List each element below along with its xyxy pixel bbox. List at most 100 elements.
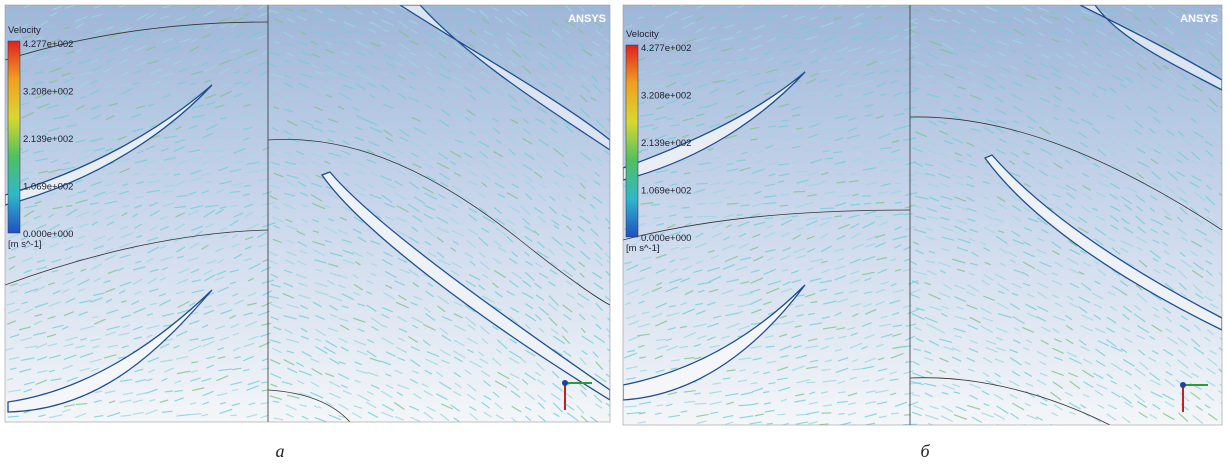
vector xyxy=(591,74,598,82)
vector xyxy=(355,51,366,57)
vector xyxy=(553,169,565,178)
vector xyxy=(352,273,359,279)
vector xyxy=(763,371,770,375)
vector xyxy=(1219,106,1222,109)
vector xyxy=(1082,369,1095,378)
vector xyxy=(256,231,268,239)
vector xyxy=(607,317,610,322)
vector xyxy=(497,371,510,380)
vector xyxy=(369,126,383,133)
vector xyxy=(683,172,691,175)
vector xyxy=(749,246,759,251)
vector xyxy=(323,346,336,355)
vector xyxy=(161,410,173,413)
vector xyxy=(338,40,349,47)
vector xyxy=(796,25,809,32)
vector xyxy=(738,180,751,186)
vector xyxy=(652,426,661,427)
vector xyxy=(538,138,550,147)
vector xyxy=(725,303,734,307)
vector xyxy=(738,357,752,361)
vector xyxy=(219,401,227,405)
vector xyxy=(329,108,339,114)
vector xyxy=(479,261,491,271)
vector xyxy=(522,137,533,145)
vector xyxy=(453,42,464,51)
vector xyxy=(1191,83,1203,92)
vector xyxy=(682,99,695,106)
vector xyxy=(60,114,70,119)
vector xyxy=(697,281,712,286)
vector xyxy=(62,288,70,294)
vector xyxy=(722,263,736,270)
vector xyxy=(47,315,56,320)
vector xyxy=(752,168,765,174)
vector xyxy=(247,170,259,174)
vector xyxy=(62,364,73,370)
vector xyxy=(778,103,790,108)
vector xyxy=(60,12,71,18)
vector xyxy=(284,74,293,79)
vector xyxy=(706,301,716,306)
vector xyxy=(1139,141,1152,151)
vector xyxy=(969,262,979,266)
legend-tick: 3.208e+002 xyxy=(23,87,73,98)
vector xyxy=(682,181,691,185)
vector xyxy=(298,370,312,377)
vector xyxy=(90,263,102,271)
vector xyxy=(509,373,520,379)
vector xyxy=(1189,250,1198,257)
vector xyxy=(639,113,654,117)
vector xyxy=(338,337,348,344)
vector xyxy=(753,256,764,262)
vector xyxy=(173,173,181,176)
vector xyxy=(1208,97,1218,108)
vector xyxy=(49,67,62,73)
vector xyxy=(284,328,293,335)
vector xyxy=(243,12,250,18)
vector xyxy=(299,250,308,254)
vector xyxy=(1123,21,1136,32)
vector xyxy=(398,128,410,137)
vector xyxy=(779,315,788,319)
vector xyxy=(684,357,695,360)
vector xyxy=(566,293,575,299)
vector xyxy=(695,182,708,185)
vector xyxy=(467,169,479,178)
vector xyxy=(725,312,739,317)
vector xyxy=(409,140,421,148)
vector xyxy=(764,409,775,413)
vector xyxy=(1111,391,1121,398)
vector xyxy=(78,80,90,87)
vector xyxy=(329,380,341,388)
vector xyxy=(524,225,535,233)
vector xyxy=(1205,149,1214,158)
vector xyxy=(740,391,753,396)
vector xyxy=(890,282,897,287)
vector xyxy=(464,252,474,259)
vector xyxy=(565,73,575,81)
vector xyxy=(780,422,790,425)
vector xyxy=(438,5,449,11)
vector xyxy=(1223,71,1229,79)
vector xyxy=(188,124,198,130)
vector xyxy=(626,264,639,271)
vector xyxy=(778,386,791,392)
vector xyxy=(1137,73,1144,79)
vector xyxy=(1120,39,1132,49)
vector xyxy=(955,76,962,80)
brand: ANSYS xyxy=(1180,13,1218,25)
vector xyxy=(329,357,340,365)
vector xyxy=(261,266,271,273)
vector xyxy=(522,280,532,288)
vector xyxy=(861,345,868,350)
vector xyxy=(450,94,458,99)
vector xyxy=(1148,17,1158,26)
vector xyxy=(1039,372,1048,377)
vector xyxy=(451,261,463,269)
vector xyxy=(1178,427,1186,431)
vector xyxy=(550,328,559,335)
vector xyxy=(1107,149,1116,157)
vector xyxy=(219,227,228,232)
vector xyxy=(117,158,131,162)
